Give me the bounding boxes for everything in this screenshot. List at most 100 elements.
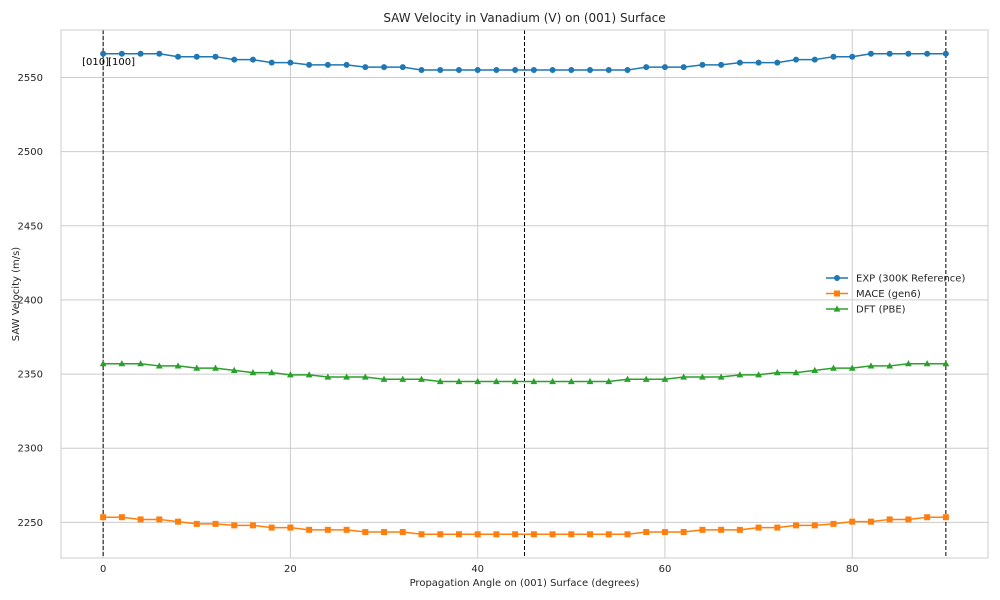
data-point [493,377,500,385]
data-point [718,61,725,68]
data-point [834,290,840,297]
series-2 [99,360,950,385]
data-point [268,59,275,66]
data-point [699,61,706,68]
y-tick-label: 2550 [18,73,43,84]
data-point [811,366,819,373]
data-point [230,366,238,373]
data-point [474,531,481,538]
data-point [849,53,856,60]
data-point [118,50,125,57]
y-tick-label: 2450 [18,221,43,232]
data-point [212,520,219,527]
data-point [137,360,144,367]
data-point [755,371,762,378]
data-point [924,514,931,521]
data-point [156,50,163,57]
data-point [268,369,276,376]
series-0 [100,50,949,74]
data-point [530,377,538,385]
data-point [193,520,200,527]
data-point [100,50,107,57]
data-point [418,531,425,538]
chart-title: SAW Velocity in Vanadium (V) on (001) Su… [383,11,665,25]
data-point [833,305,841,312]
reference-lines [102,30,947,558]
data-point [324,61,331,68]
data-point [680,373,688,380]
data-point [586,377,594,385]
data-point [624,531,631,538]
data-point [848,364,856,371]
data-point [493,531,500,538]
data-point [306,526,313,533]
data-point [455,67,462,74]
legend-label: MACE (gen6) [856,289,921,300]
data-point [605,531,612,538]
data-point [661,375,669,382]
data-point [642,375,650,382]
x-axis-title: Propagation Angle on (001) Surface (degr… [410,578,640,589]
legend-label: DFT (PBE) [856,305,906,316]
data-point [287,371,294,378]
data-point [605,67,612,74]
data-point [793,56,800,63]
data-point [774,59,781,66]
data-point [793,522,800,529]
series-line [103,52,946,71]
data-point [118,514,125,521]
y-axis-title: SAW Velocity (m/s) [11,247,22,342]
data-point [567,377,575,385]
data-point [437,531,444,538]
data-point [886,362,894,369]
x-tick-labels: 0 20 40 60 80 [100,564,859,575]
legend: EXP (300K Reference) MACE (gen6) DFT (PBE) [826,274,965,316]
data-point [493,67,500,74]
data-point [175,518,182,525]
data-point [680,529,687,536]
data-point [418,67,425,74]
plot-frame [60,29,989,559]
data-point [530,67,537,74]
data-point [231,522,238,529]
data-point [362,64,369,71]
data-point [287,59,294,66]
y-tick-label: 2400 [18,295,43,306]
data-point [231,56,238,63]
y-tick-label: 2500 [18,147,43,158]
data-point [399,375,407,382]
data-point [155,362,163,369]
data-point [587,531,594,538]
data-point [699,373,706,380]
data-point [568,531,575,538]
data-point [830,520,837,527]
data-point [811,56,818,63]
y-tick-label: 2300 [18,444,43,455]
data-point [436,377,444,385]
x-tick-label: 0 [100,564,106,575]
data-point [137,50,144,57]
data-point [699,526,706,533]
direction-annotation: [010] [82,57,109,68]
data-point [343,373,350,380]
data-point [361,373,369,380]
data-point [99,360,107,367]
data-point [474,67,481,74]
x-tick-label: 80 [846,564,859,575]
series-line [103,362,946,383]
data-point [212,364,219,371]
data-point [624,375,631,382]
data-point [306,61,313,68]
data-point [137,516,144,523]
data-point [774,524,781,531]
data-point [867,518,874,525]
data-point [249,369,257,376]
data-point [830,364,837,371]
data-point [530,531,537,538]
data-point [455,531,462,538]
data-point [773,369,781,376]
data-point [886,50,893,57]
data-point [100,514,107,521]
data-point [849,518,856,525]
data-point [474,377,482,385]
